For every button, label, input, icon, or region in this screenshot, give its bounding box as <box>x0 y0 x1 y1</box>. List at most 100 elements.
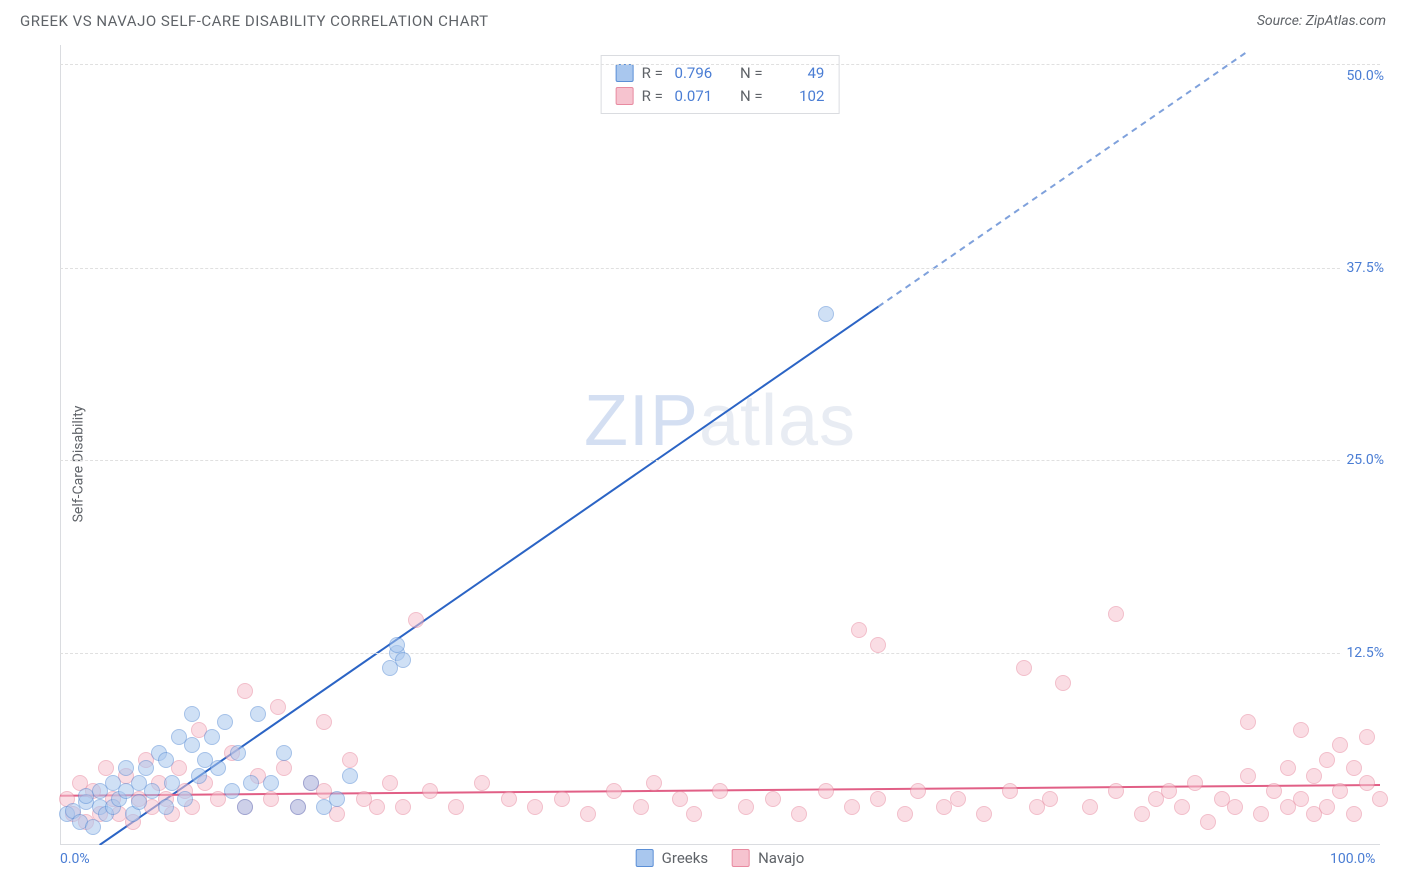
y-tick-label: 50.0% <box>1342 68 1388 84</box>
data-point <box>1042 791 1058 807</box>
data-point <box>290 799 306 815</box>
series-legend: Greeks Navajo <box>636 849 805 867</box>
data-point <box>118 760 134 776</box>
data-point <box>1359 729 1375 745</box>
legend-swatch <box>732 849 750 867</box>
data-point <box>765 791 781 807</box>
data-point <box>408 612 424 628</box>
data-point <box>342 768 358 784</box>
data-point <box>870 791 886 807</box>
data-point <box>844 799 860 815</box>
data-point <box>316 714 332 730</box>
data-point <box>210 760 226 776</box>
data-point <box>1293 791 1309 807</box>
grid-line <box>60 268 1380 269</box>
data-point <box>950 791 966 807</box>
stats-row: R = 0.796 N = 49 <box>616 62 825 85</box>
data-point <box>633 799 649 815</box>
data-point <box>1016 660 1032 676</box>
data-point <box>164 775 180 791</box>
data-point <box>1240 714 1256 730</box>
data-point <box>276 760 292 776</box>
data-point <box>177 791 193 807</box>
data-point <box>686 806 702 822</box>
data-point <box>230 745 246 761</box>
legend-label: Navajo <box>758 849 804 867</box>
data-point <box>1266 783 1282 799</box>
data-point <box>144 783 160 799</box>
data-point <box>1134 806 1150 822</box>
legend-swatch <box>636 849 654 867</box>
data-point <box>474 775 490 791</box>
data-point <box>138 760 154 776</box>
grid-line <box>60 460 1380 461</box>
data-point <box>1332 737 1348 753</box>
data-point <box>1293 722 1309 738</box>
data-point <box>791 806 807 822</box>
data-point <box>818 783 834 799</box>
y-tick-label: 25.0% <box>1342 452 1388 468</box>
data-point <box>422 783 438 799</box>
data-point <box>870 637 886 653</box>
data-point <box>851 622 867 638</box>
data-point <box>158 752 174 768</box>
chart-source: Source: ZipAtlas.com <box>1257 13 1386 29</box>
data-point <box>263 775 279 791</box>
y-tick-label: 12.5% <box>1342 645 1388 661</box>
data-point <box>1306 768 1322 784</box>
data-point <box>712 783 728 799</box>
data-point <box>501 791 517 807</box>
data-point <box>818 306 834 322</box>
data-point <box>1108 606 1124 622</box>
y-axis <box>60 45 61 845</box>
data-point <box>1359 775 1375 791</box>
data-point <box>303 775 319 791</box>
legend-item: Greeks <box>636 849 708 867</box>
data-point <box>131 794 147 810</box>
y-tick-label: 37.5% <box>1342 260 1388 276</box>
data-point <box>237 799 253 815</box>
data-point <box>527 799 543 815</box>
data-point <box>369 799 385 815</box>
data-point <box>1108 783 1124 799</box>
data-point <box>1187 775 1203 791</box>
data-point <box>1280 760 1296 776</box>
data-point <box>85 819 101 835</box>
data-point <box>224 783 240 799</box>
data-point <box>672 791 688 807</box>
grid-line <box>60 653 1380 654</box>
data-point <box>1082 799 1098 815</box>
r-label: R = <box>642 62 667 85</box>
r-value: 0.071 <box>675 85 725 108</box>
series-swatch <box>616 64 634 82</box>
data-point <box>1372 791 1388 807</box>
data-point <box>329 791 345 807</box>
data-point <box>395 799 411 815</box>
data-point <box>243 775 259 791</box>
data-point <box>1002 783 1018 799</box>
data-point <box>263 791 279 807</box>
data-point <box>976 806 992 822</box>
data-point <box>448 799 464 815</box>
n-label: N = <box>733 62 767 85</box>
series-swatch <box>616 87 634 105</box>
x-axis <box>60 844 1380 845</box>
watermark: ZIPatlas <box>584 380 856 462</box>
data-point <box>204 729 220 745</box>
chart-area: Self-Care Disability ZIPatlas R = 0.796 … <box>50 45 1396 882</box>
data-point <box>1240 768 1256 784</box>
x-tick-label: 100.0% <box>1330 851 1375 867</box>
data-point <box>580 806 596 822</box>
n-value: 102 <box>774 85 824 108</box>
r-label: R = <box>642 85 667 108</box>
data-point <box>1332 783 1348 799</box>
data-point <box>1319 752 1335 768</box>
data-point <box>897 806 913 822</box>
n-value: 49 <box>774 62 824 85</box>
data-point <box>382 775 398 791</box>
plot-region: ZIPatlas R = 0.796 N = 49R = 0.071 N = 1… <box>60 45 1380 845</box>
data-point <box>1200 814 1216 830</box>
data-point <box>738 799 754 815</box>
data-point <box>1227 799 1243 815</box>
data-point <box>554 791 570 807</box>
